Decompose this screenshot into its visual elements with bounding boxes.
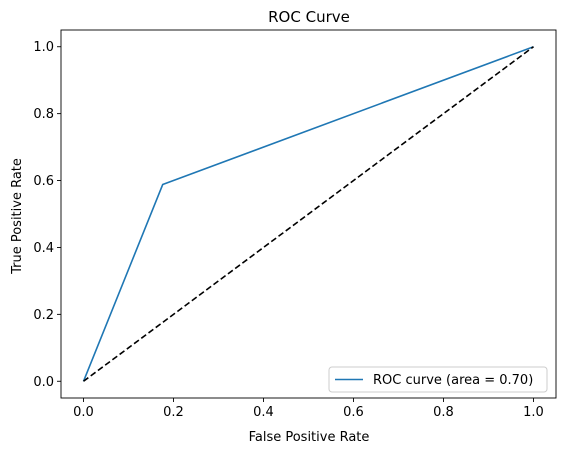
- plot-content: [82, 45, 534, 382]
- roc-curve-line: [82, 45, 534, 382]
- x-tick-label: 0.0: [73, 405, 94, 420]
- x-tick-label: 0.6: [343, 405, 364, 420]
- y-tick-label: 0.2: [33, 308, 54, 323]
- y-tick-label: 0.8: [33, 107, 54, 122]
- axes: 0.0 0.2 0.4 0.6 0.8 1.0 0.0 0.2 0.4 0.6 0.8 1.0: [33, 29, 557, 420]
- legend: ROC curve (area = 0.70): [328, 366, 548, 393]
- x-tick-label: 0.8: [433, 405, 454, 420]
- legend-box: [328, 366, 548, 393]
- plot-frame: [60, 29, 557, 399]
- y-axis-label: True Positive Rate: [10, 158, 25, 275]
- y-tick-label: 0.4: [33, 241, 54, 256]
- y-tick-label: 1.0: [33, 40, 54, 55]
- x-axis-label: False Positive Rate: [249, 430, 370, 445]
- x-tick-label: 0.2: [163, 405, 184, 420]
- chart-title: ROC Curve: [268, 8, 350, 26]
- y-tick-label: 0.6: [33, 174, 54, 189]
- x-tick-label: 0.4: [253, 405, 274, 420]
- y-tick-label: 0.0: [33, 375, 54, 390]
- x-tick-label: 1.0: [523, 405, 544, 420]
- legend-label: ROC curve (area = 0.70): [373, 373, 533, 388]
- diagonal-reference-line: [83, 46, 534, 382]
